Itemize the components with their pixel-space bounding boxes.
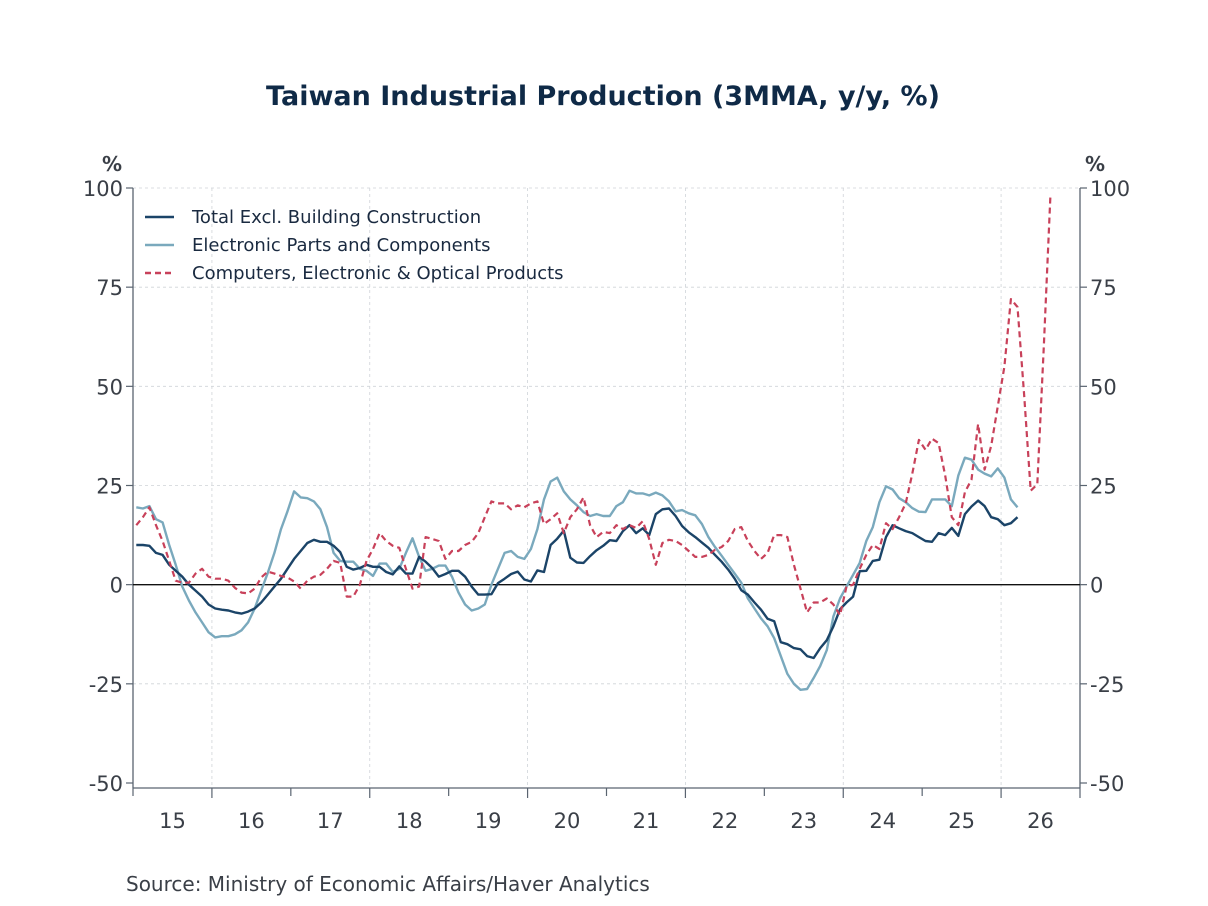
y-tick-label-left: 100	[83, 177, 123, 201]
series-lines	[135, 195, 1052, 691]
x-tick-label: 26	[1027, 809, 1054, 833]
y-tick-label-left: 0	[110, 574, 123, 598]
y-tick-label-right: -25	[1090, 673, 1124, 697]
x-tick-label: 15	[159, 809, 186, 833]
y-tick-label-right: 100	[1090, 177, 1130, 201]
legend-label-total: Total Excl. Building Construction	[191, 207, 481, 228]
y-tick-label-right: 0	[1090, 574, 1103, 598]
x-tick-label: 21	[633, 809, 660, 833]
legend-label-electronic-parts: Electronic Parts and Components	[192, 235, 491, 256]
x-tick-label: 23	[790, 809, 817, 833]
series-line-computers	[135, 195, 1052, 617]
x-ticks: 15 16 17 18 19 20 21 22 23 24 25 26	[132, 788, 1081, 833]
y-tick-label-left: 75	[96, 276, 123, 300]
right-unit-label: %	[1085, 152, 1105, 176]
x-tick-label: 25	[948, 809, 975, 833]
legend-label-computers: Computers, Electronic & Optical Products	[192, 263, 564, 284]
right-y-ticks: 100 75 50 25 0 -25 -50	[1080, 177, 1130, 796]
x-tick-label: 19	[475, 809, 502, 833]
x-tick-label: 17	[317, 809, 344, 833]
x-tick-label: 16	[238, 809, 265, 833]
left-unit-label: %	[102, 152, 122, 176]
legend-item-computers: Computers, Electronic & Optical Products	[145, 263, 564, 284]
left-y-ticks: 100 75 50 25 0 -25 -50	[83, 177, 133, 796]
chart-title: Taiwan Industrial Production (3MMA, y/y,…	[266, 81, 940, 112]
source-note: Source: Ministry of Economic Affairs/Hav…	[126, 872, 650, 896]
series-line-electronic-parts	[136, 456, 1019, 691]
gridlines	[133, 187, 1080, 788]
y-tick-label-left: 50	[96, 375, 123, 399]
y-tick-label-right: 50	[1090, 375, 1117, 399]
x-tick-label: 18	[396, 809, 423, 833]
y-tick-label-left: 25	[96, 475, 123, 499]
y-tick-label-right: 25	[1090, 475, 1117, 499]
legend-item-total: Total Excl. Building Construction	[145, 207, 481, 228]
y-tick-label-right: -50	[1090, 772, 1124, 796]
y-tick-label-left: -50	[89, 772, 123, 796]
x-tick-label: 20	[554, 809, 581, 833]
y-tick-label-left: -25	[89, 673, 123, 697]
y-tick-label-right: 75	[1090, 276, 1117, 300]
x-tick-label: 24	[869, 809, 896, 833]
legend-item-electronic-parts: Electronic Parts and Components	[145, 235, 491, 256]
legend: Total Excl. Building Construction Electr…	[145, 207, 564, 284]
x-tick-label: 22	[712, 809, 739, 833]
